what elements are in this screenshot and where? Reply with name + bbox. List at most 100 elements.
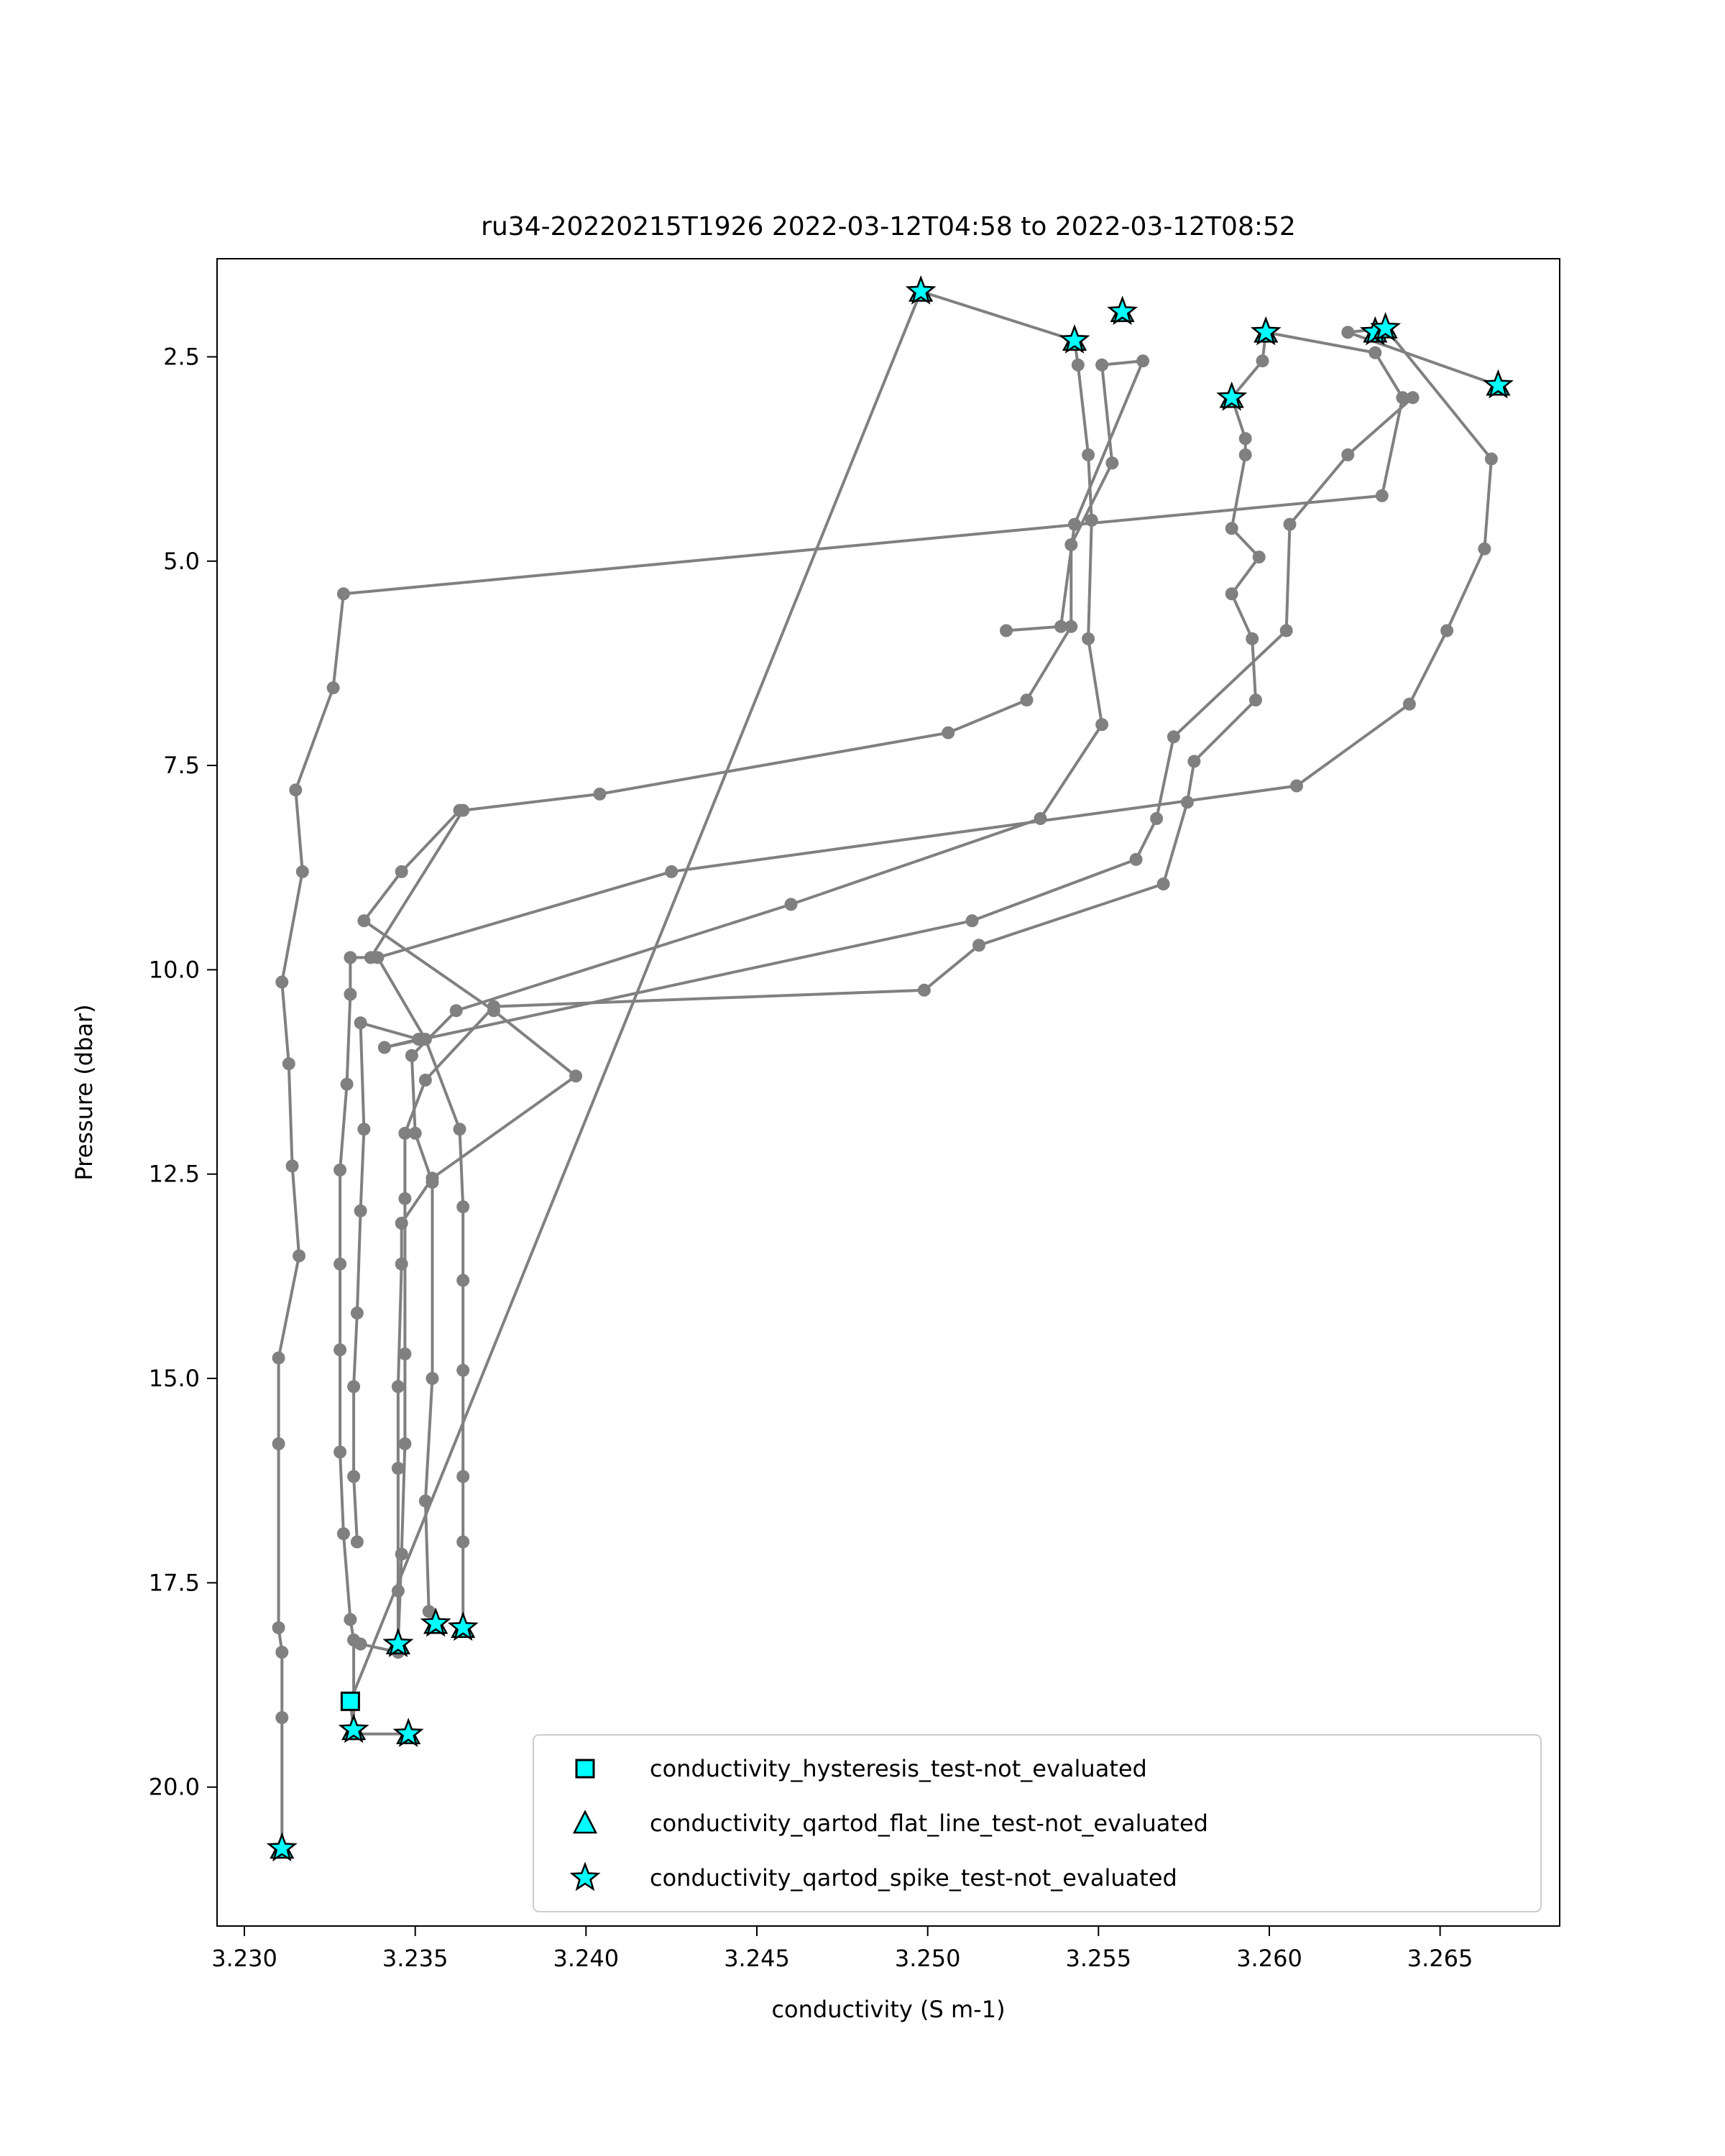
series-point bbox=[340, 1077, 354, 1091]
series-point bbox=[1402, 697, 1416, 711]
series-point bbox=[282, 1057, 295, 1071]
series-point bbox=[272, 1437, 285, 1450]
series-point bbox=[453, 803, 466, 817]
y-axis: 2.5 5.0 7.5 10.0 12.5 15.0 17.5 20.0 bbox=[149, 344, 217, 1801]
series-point bbox=[1150, 812, 1164, 825]
series-point bbox=[593, 787, 607, 801]
series-point bbox=[354, 1637, 367, 1651]
y-tick-label: 2.5 bbox=[163, 344, 200, 371]
legend-star-marker bbox=[569, 1861, 601, 1892]
series-point bbox=[395, 1217, 408, 1230]
series-point bbox=[1129, 852, 1143, 866]
y-tick-label: 17.5 bbox=[149, 1569, 200, 1596]
series-point bbox=[784, 898, 798, 911]
series-point bbox=[449, 1004, 463, 1018]
series-line-6 bbox=[376, 326, 1499, 1628]
series-point bbox=[336, 1527, 350, 1541]
legend: conductivity_hysteresis_test-not_evaluat… bbox=[533, 1734, 1542, 1912]
series-point bbox=[275, 1711, 289, 1724]
series-point bbox=[1136, 354, 1150, 368]
x-tick-label: 3.235 bbox=[382, 1945, 448, 1972]
series-point bbox=[395, 865, 408, 878]
series-point bbox=[395, 1257, 408, 1271]
series-point bbox=[344, 987, 357, 1001]
hysteresis-flag-marker bbox=[340, 1691, 360, 1711]
y-tick-label: 10.0 bbox=[149, 956, 200, 983]
series-point bbox=[1375, 489, 1389, 502]
spike-flag-marker bbox=[382, 1628, 414, 1657]
spike-flag-marker bbox=[1483, 369, 1514, 399]
series-point bbox=[1082, 448, 1095, 461]
series-point bbox=[398, 1347, 412, 1360]
series-point bbox=[326, 681, 340, 695]
series-point bbox=[1249, 694, 1262, 707]
series-point bbox=[972, 939, 985, 952]
series-point bbox=[347, 1470, 361, 1483]
series-point bbox=[1095, 718, 1109, 732]
legend-square-marker bbox=[575, 1759, 595, 1779]
series-point bbox=[426, 1171, 439, 1185]
series-point bbox=[1064, 538, 1078, 551]
spike-flag-marker bbox=[1107, 295, 1138, 326]
spike-flag-marker bbox=[420, 1607, 451, 1637]
legend-triangle-marker bbox=[572, 1810, 598, 1834]
series-point bbox=[1085, 513, 1098, 527]
series-point bbox=[1246, 632, 1259, 645]
series-point bbox=[917, 983, 931, 997]
series-point bbox=[275, 1646, 289, 1659]
series-point bbox=[272, 1351, 285, 1365]
spike-flag-marker bbox=[338, 1713, 369, 1743]
y-axis-label: Pressure (dbar) bbox=[70, 1004, 98, 1180]
series-point bbox=[1000, 624, 1013, 637]
series-point bbox=[418, 1073, 432, 1087]
x-tick-label: 3.245 bbox=[724, 1945, 790, 1972]
series-point bbox=[1478, 542, 1491, 556]
series-point bbox=[1440, 624, 1454, 637]
series-point bbox=[354, 1016, 367, 1030]
series-point bbox=[350, 1535, 364, 1549]
series-point bbox=[293, 1249, 306, 1263]
series-line-1 bbox=[277, 331, 1404, 1848]
series-point bbox=[398, 1192, 412, 1205]
plot-area bbox=[266, 275, 1514, 1862]
series-point bbox=[405, 1049, 418, 1062]
series-point bbox=[487, 1004, 500, 1018]
y-tick-label: 12.5 bbox=[149, 1161, 200, 1188]
series-point bbox=[456, 1363, 470, 1377]
series-point bbox=[357, 914, 371, 928]
series-point bbox=[1283, 517, 1297, 531]
series-point bbox=[1187, 755, 1201, 768]
x-tick-label: 3.255 bbox=[1065, 1945, 1131, 1972]
series-point bbox=[456, 1273, 470, 1287]
x-axis-label: conductivity (S m-1) bbox=[771, 1996, 1005, 2023]
series-point bbox=[377, 1041, 391, 1054]
y-tick-label: 7.5 bbox=[163, 752, 200, 779]
spike-flag-marker bbox=[1250, 315, 1282, 346]
series-point bbox=[289, 783, 303, 797]
x-tick-label: 3.240 bbox=[553, 1945, 619, 1972]
series-point bbox=[1238, 448, 1252, 461]
series-point bbox=[1064, 619, 1078, 633]
series-point bbox=[1156, 877, 1170, 890]
series-point bbox=[354, 1204, 367, 1217]
y-tick-label: 5.0 bbox=[163, 548, 200, 575]
series-point bbox=[1396, 391, 1409, 405]
series-point bbox=[1368, 346, 1382, 359]
series-point bbox=[398, 1437, 412, 1450]
spike-flag-marker bbox=[266, 1832, 298, 1862]
series-point bbox=[275, 975, 289, 989]
series-point bbox=[1341, 326, 1355, 339]
axes-frame bbox=[216, 258, 1560, 1927]
series-point bbox=[1167, 730, 1180, 744]
x-tick-label: 3.230 bbox=[211, 1945, 277, 1972]
series-point bbox=[408, 1126, 422, 1140]
spike-flag-marker bbox=[1216, 381, 1248, 411]
series-point bbox=[1238, 432, 1252, 446]
series-point bbox=[334, 1257, 347, 1271]
y-tick-label: 15.0 bbox=[149, 1365, 200, 1392]
series-point bbox=[1290, 779, 1303, 793]
series-point bbox=[371, 951, 385, 964]
series-point bbox=[1279, 624, 1293, 637]
series-point bbox=[391, 1380, 405, 1393]
series-point bbox=[391, 1462, 405, 1475]
